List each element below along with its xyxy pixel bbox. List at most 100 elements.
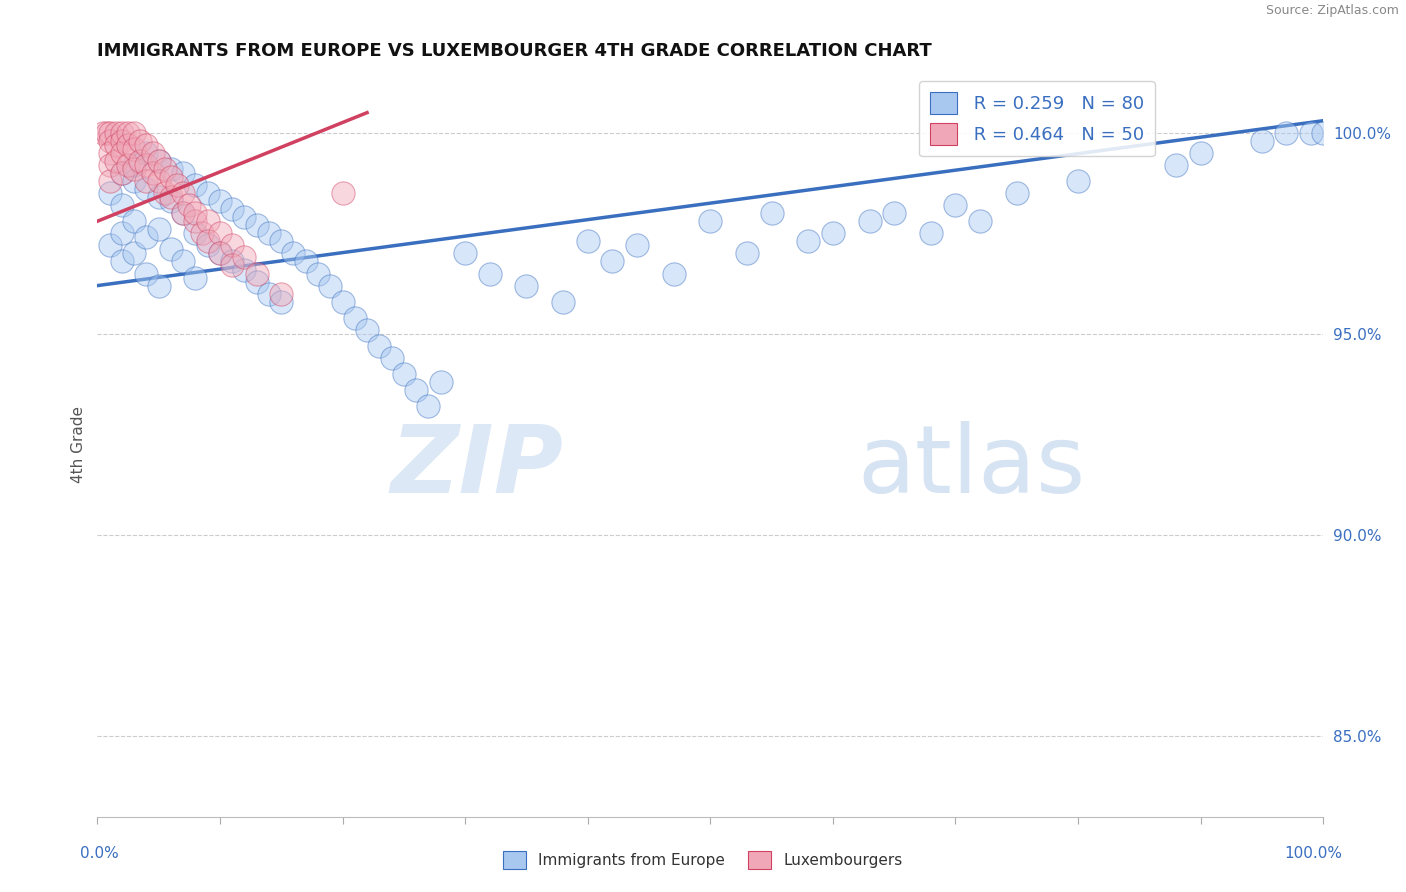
Point [122,214,145,228]
Point [117,126,139,140]
Point [172,166,194,180]
Point [600,254,623,268]
Point [1275,126,1298,140]
Point [405,383,427,397]
Point [153,186,176,200]
Point [141,145,163,160]
Y-axis label: 4th Grade: 4th Grade [72,406,86,483]
Point [135,174,157,188]
Point [184,270,207,285]
Point [98,145,121,160]
Point [122,174,145,188]
Text: 0.0%: 0.0% [80,847,120,861]
Point [208,246,231,260]
Point [332,294,354,309]
Legend:  R = 0.259   N = 80,  R = 0.464   N = 50: R = 0.259 N = 80, R = 0.464 N = 50 [920,81,1154,156]
Point [172,186,194,200]
Point [920,227,942,241]
Text: ZIP: ZIP [391,421,564,513]
Point [1166,158,1188,172]
Point [190,227,212,241]
Point [1005,186,1028,200]
Point [945,198,967,212]
Point [429,375,451,389]
Point [735,246,758,260]
Point [135,182,157,196]
Point [117,137,139,152]
Point [135,137,157,152]
Point [197,214,219,228]
Point [294,254,316,268]
Point [111,166,134,180]
Point [319,278,342,293]
Point [307,267,329,281]
Point [1312,126,1334,140]
Point [221,254,243,268]
Point [98,126,121,140]
Point [233,211,256,225]
Point [129,153,152,168]
Point [246,267,269,281]
Point [197,235,219,249]
Point [797,235,820,249]
Point [699,214,721,228]
Point [515,278,537,293]
Point [111,126,134,140]
Point [122,158,145,172]
Point [221,259,243,273]
Legend: Immigrants from Europe, Luxembourgers: Immigrants from Europe, Luxembourgers [498,845,908,875]
Point [246,219,269,233]
Point [98,134,121,148]
Point [172,206,194,220]
Point [98,174,121,188]
Point [148,153,170,168]
Point [208,246,231,260]
Point [104,137,127,152]
Point [179,198,201,212]
Point [883,206,905,220]
Point [96,126,118,140]
Point [111,145,134,160]
Point [283,246,305,260]
Point [111,227,134,241]
Point [184,227,207,241]
Point [98,238,121,252]
Point [148,174,170,188]
Text: Source: ZipAtlas.com: Source: ZipAtlas.com [1265,4,1399,18]
Point [135,267,157,281]
Point [233,262,256,277]
Point [111,198,134,212]
Point [454,246,477,260]
Point [160,194,183,208]
Point [662,267,685,281]
Point [233,251,256,265]
Point [246,275,269,289]
Point [257,286,280,301]
Point [368,339,391,353]
Point [184,206,207,220]
Point [553,294,575,309]
Point [270,286,292,301]
Point [478,267,501,281]
Point [208,194,231,208]
Point [111,166,134,180]
Point [859,214,882,228]
Point [332,186,354,200]
Text: IMMIGRANTS FROM EUROPE VS LUXEMBOURGER 4TH GRADE CORRELATION CHART: IMMIGRANTS FROM EUROPE VS LUXEMBOURGER 4… [97,42,932,60]
Point [111,134,134,148]
Point [418,399,440,413]
Point [104,126,127,140]
Point [153,161,176,176]
Point [184,214,207,228]
Point [141,166,163,180]
Point [117,158,139,172]
Point [172,206,194,220]
Point [98,158,121,172]
Point [122,126,145,140]
Point [221,202,243,217]
Point [1299,126,1322,140]
Point [172,254,194,268]
Point [1251,134,1274,148]
Point [343,310,366,325]
Point [1189,145,1212,160]
